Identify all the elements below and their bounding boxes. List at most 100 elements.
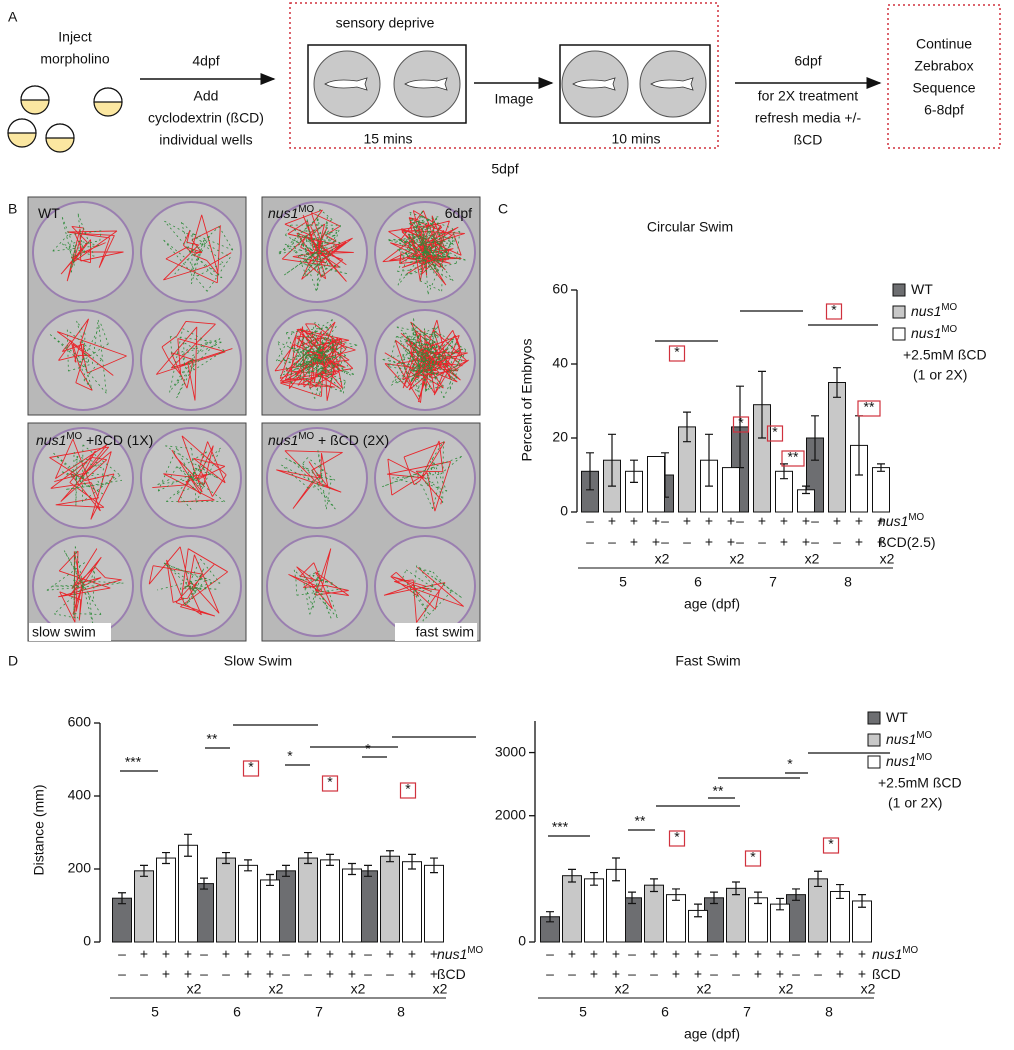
condition-sign: + <box>754 946 762 962</box>
condition-sign: + <box>222 946 230 962</box>
legend-label-sup: MO <box>941 302 957 313</box>
bar <box>828 382 846 513</box>
condition-sign: + <box>652 513 660 529</box>
slow-track <box>157 558 221 606</box>
slow-track <box>163 220 234 292</box>
condition-sign: + <box>652 534 660 550</box>
error-bar <box>386 850 394 863</box>
condition-sign: + <box>754 966 762 982</box>
row-label-sup: MO <box>467 945 483 956</box>
significance-star: ** <box>635 813 646 829</box>
condition-sign: + <box>430 946 438 962</box>
legend-label: +2.5mM ßCD <box>903 347 987 363</box>
bar <box>872 467 890 513</box>
significance-box <box>825 303 843 320</box>
condition-sign: – <box>661 513 669 529</box>
significance-star: * <box>750 849 756 865</box>
y-tick-label: 400 <box>68 787 92 803</box>
error-bar <box>590 871 598 886</box>
row-label-sup: MO <box>908 512 924 523</box>
condition-sign: – <box>814 966 822 982</box>
condition-sign: + <box>758 513 766 529</box>
plate-box <box>559 44 711 124</box>
y-tick-label: 40 <box>552 355 568 371</box>
image-label: fast swim <box>416 624 474 640</box>
wells <box>313 50 707 118</box>
condition-sign: – <box>118 966 126 982</box>
legend-label: nus1MO <box>911 302 958 319</box>
diagram-text: morpholino <box>40 51 109 67</box>
y-tick-label: 0 <box>560 503 568 519</box>
error-bar <box>568 868 576 883</box>
diagram-text: Zebrabox <box>914 58 973 74</box>
diagram-text: cyclodextrin (ßCD) <box>148 110 264 126</box>
condition-sign: – <box>140 966 148 982</box>
significance-star: * <box>287 748 293 764</box>
row-label-main: nus1 <box>872 946 902 962</box>
condition-sign: + <box>612 966 620 982</box>
x-tick-label: 8 <box>844 574 852 590</box>
slow-track <box>402 565 462 622</box>
error-bar <box>802 485 810 495</box>
fast-track <box>60 225 124 282</box>
dotted-box <box>289 2 719 149</box>
significance-box <box>822 837 840 854</box>
condition-sign: – <box>546 946 554 962</box>
diagram-text: sensory deprive <box>336 15 435 31</box>
bar <box>216 857 236 943</box>
condition-sign: + <box>608 513 616 529</box>
image-label: WT <box>38 205 60 221</box>
error-bar <box>282 864 290 877</box>
slow-track <box>382 318 467 398</box>
condition-sign: + <box>855 534 863 550</box>
error-bar <box>546 911 554 923</box>
fast-track <box>163 214 232 284</box>
condition-sign: – <box>683 534 691 550</box>
condition-sign: + <box>705 534 713 550</box>
condition-sign: – <box>608 534 616 550</box>
bar <box>112 897 132 943</box>
diagram <box>7 2 1001 153</box>
condition-note: x2 <box>269 981 284 997</box>
slow-track <box>278 209 348 291</box>
condition-sign: + <box>244 946 252 962</box>
condition-sign: + <box>630 534 638 550</box>
bar <box>722 467 740 513</box>
condition-sign: + <box>304 946 312 962</box>
significance-box <box>781 450 805 467</box>
condition-sign: + <box>184 946 192 962</box>
condition-sign: + <box>568 946 576 962</box>
condition-sign: + <box>858 966 866 982</box>
row-label: ßCD <box>872 966 901 982</box>
slow-track <box>276 319 358 399</box>
significance-star: * <box>787 756 793 772</box>
error-bar <box>836 883 844 900</box>
bar <box>644 884 664 943</box>
significance-box <box>766 425 784 442</box>
condition-note: x2 <box>880 551 895 567</box>
error-bar <box>776 897 784 911</box>
legend-label-main: nus1 <box>886 731 916 747</box>
condition-note: x2 <box>779 981 794 997</box>
legend-label: (1 or 2X) <box>888 795 942 811</box>
legend-swatch <box>867 733 881 747</box>
significance-star: * <box>831 302 837 318</box>
legend-label: (1 or 2X) <box>913 367 967 383</box>
condition-sign: + <box>836 946 844 962</box>
condition-sign: + <box>326 946 334 962</box>
condition-sign: + <box>590 946 598 962</box>
condition-sign: + <box>814 946 822 962</box>
significance-star: * <box>738 415 744 431</box>
condition-sign: – <box>222 966 230 982</box>
bar <box>320 859 340 943</box>
row-label-main: nus1 <box>878 513 908 529</box>
error-bar <box>612 857 620 882</box>
error-bar <box>705 433 713 487</box>
x-tick-label: 8 <box>825 1004 833 1020</box>
condition-sign: + <box>855 513 863 529</box>
condition-sign: + <box>244 966 252 982</box>
condition-note: x2 <box>615 981 630 997</box>
legend-label-main: nus1 <box>911 325 941 341</box>
condition-sign: + <box>408 966 416 982</box>
condition-sign: – <box>568 966 576 982</box>
